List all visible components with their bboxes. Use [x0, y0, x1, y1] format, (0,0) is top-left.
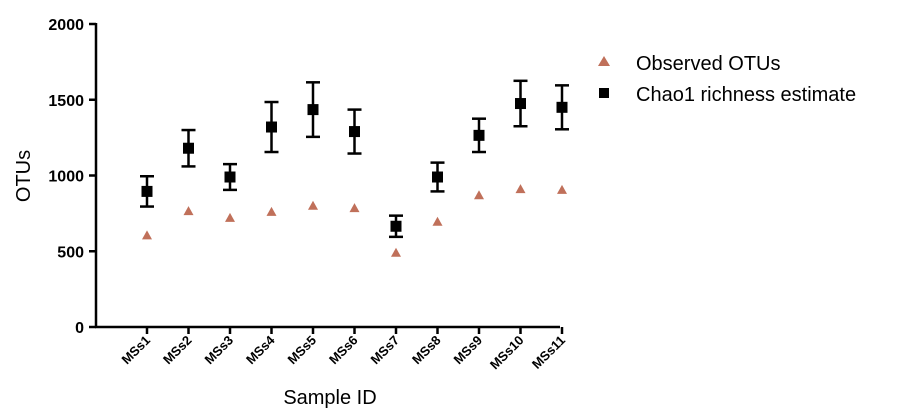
observed-otus-point: [557, 184, 567, 194]
chao1-point: [556, 101, 568, 113]
observed-otus-point: [515, 184, 526, 194]
x-tick-label: MSs11: [529, 333, 568, 372]
error-bars: [140, 79, 569, 239]
chao1-point: [307, 104, 319, 116]
observed-otus-point: [391, 247, 401, 257]
chao1-point: [515, 98, 526, 110]
observed-otus-point: [474, 190, 484, 200]
x-tick-label: MSs7: [367, 333, 402, 368]
observed-otus-point: [225, 212, 235, 222]
legend-label-observed: Observed OTUs: [636, 53, 780, 75]
x-tick-label: MSs5: [284, 333, 319, 368]
x-tick-label: MSs4: [243, 332, 278, 367]
y-tick-label: 2000: [48, 17, 84, 34]
x-tick-label: MSs1: [118, 333, 153, 368]
chao1-series: [141, 98, 568, 232]
observed-otus-series: [142, 184, 567, 257]
x-tick-label: MSs8: [409, 333, 444, 368]
observed-otus-point: [349, 203, 360, 213]
observed-otus-point: [183, 206, 194, 216]
x-tick-label: MSs10: [487, 333, 527, 373]
x-tick-label: MSs2: [160, 333, 195, 368]
y-axis: 0 500 1000 1500 2000: [48, 17, 98, 337]
chao1-point: [266, 121, 277, 133]
x-axis-title: Sample ID: [283, 387, 376, 409]
legend-label-chao1: Chao1 richness estimate: [636, 84, 856, 106]
y-tick-label: 1000: [48, 169, 84, 186]
chao1-point: [390, 220, 402, 232]
observed-otus-point: [308, 200, 318, 210]
x-tick-label: MSs6: [326, 333, 361, 368]
y-tick-label: 0: [75, 320, 84, 337]
chao1-point: [183, 142, 194, 154]
chao1-point: [349, 126, 360, 138]
observed-otus-point: [266, 206, 277, 216]
chao1-point: [224, 171, 236, 183]
legend: Observed OTUs Chao1 richness estimate: [598, 53, 856, 106]
y-axis-title: OTUs: [13, 150, 35, 202]
x-tick-label: MSs3: [201, 333, 236, 368]
y-tick-label: 500: [57, 244, 84, 261]
legend-triangle-icon: [598, 56, 610, 66]
chao1-point: [141, 185, 153, 197]
chao1-point: [473, 129, 485, 141]
observed-otus-point: [142, 230, 152, 240]
x-axis: MSs1 MSs2 MSs3 MSs4 MSs5 MSs6 MSs7 MSs8 MSs9 MSs1…: [95, 325, 568, 373]
observed-otus-point: [432, 216, 443, 226]
x-tick-label: MSs9: [450, 333, 485, 368]
y-tick-label: 1500: [48, 93, 84, 110]
chao1-point: [432, 171, 443, 183]
legend-square-icon: [599, 88, 609, 98]
